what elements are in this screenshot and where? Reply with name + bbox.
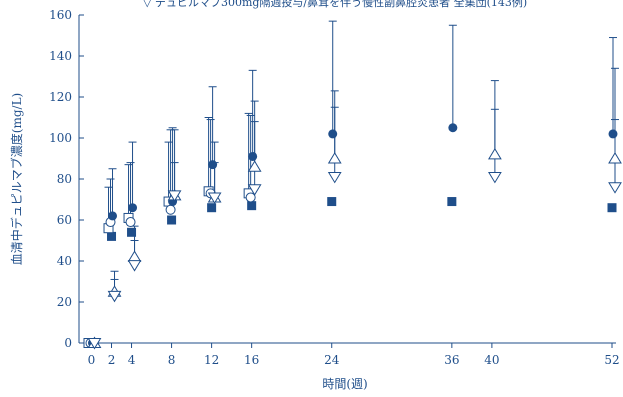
y-axis-title: 血清中デュピルマブ濃度(mg/L) — [9, 93, 24, 265]
triangle-down-marker — [207, 192, 222, 204]
x-tick-label: 12 — [204, 353, 219, 367]
open-circle-marker — [165, 204, 176, 215]
x-tick-label: 40 — [484, 353, 499, 367]
y-tick-label: 40 — [57, 254, 72, 268]
triangle-up-marker — [608, 152, 622, 164]
triangle-up-marker — [127, 250, 142, 262]
y-tick-label: 60 — [57, 213, 72, 227]
x-tick-label: 52 — [604, 353, 619, 367]
triangle-up-marker — [247, 160, 262, 172]
top-legend-text: ▽ デュピルマブ300mg隔週投与/鼻茸を伴う慢性副鼻腔炎患者 全集団(143例… — [143, 0, 527, 9]
triangle-down-marker — [247, 184, 262, 196]
x-tick-label: 4 — [128, 353, 136, 367]
triangle-up-marker — [488, 147, 502, 160]
triangle-down-marker — [488, 171, 502, 184]
error-bar-group — [104, 20, 619, 296]
y-tick-label: 100 — [49, 131, 72, 145]
x-tick-label: 36 — [444, 353, 459, 367]
filled-square-marker — [247, 201, 257, 211]
filled-circle-marker — [608, 129, 618, 139]
y-tick-label: 80 — [57, 172, 72, 186]
marker-group — [83, 123, 622, 350]
filled-circle-marker — [128, 203, 138, 213]
x-axis-title: 時間(週) — [322, 377, 367, 391]
y-tick-label: 160 — [49, 8, 72, 22]
x-tick-label: 2 — [108, 353, 116, 367]
x-tick-label: 8 — [168, 353, 176, 367]
filled-square-marker — [167, 215, 177, 225]
x-tick-group: 0 2 4 8 12 16 24 36 40 52 — [88, 343, 620, 367]
filled-circle-marker — [248, 151, 258, 161]
filled-circle-marker — [328, 129, 338, 139]
y-tick-label: 20 — [57, 295, 72, 309]
x-tick-label: 0 — [88, 353, 96, 367]
filled-square-marker — [207, 203, 217, 213]
filled-circle-marker — [108, 211, 118, 221]
triangle-down-marker — [167, 190, 182, 202]
triangle-down-marker — [327, 171, 342, 184]
triangle-down-marker — [87, 338, 102, 350]
triangle-down-marker — [107, 290, 122, 303]
triangle-down-marker — [608, 182, 622, 194]
filled-square-marker — [447, 197, 457, 207]
triangle-down-marker — [127, 260, 142, 272]
filled-square-marker — [327, 197, 337, 207]
y-tick-label: 140 — [49, 49, 72, 63]
open-circle-marker — [125, 217, 136, 228]
x-tick-label: 16 — [244, 353, 259, 367]
filled-square-marker — [607, 203, 617, 213]
y-tick-group: 0 20 40 60 80 100 120 140 160 — [49, 8, 84, 350]
filled-circle-marker — [208, 160, 218, 170]
y-tick-label: 0 — [64, 336, 72, 350]
x-tick-label: 24 — [324, 353, 340, 367]
y-tick-label: 120 — [49, 90, 72, 104]
filled-square-marker — [107, 231, 117, 241]
filled-circle-marker — [448, 123, 458, 133]
filled-square-marker — [127, 227, 137, 237]
triangle-up-marker — [327, 152, 342, 164]
open-circle-marker — [245, 192, 256, 203]
